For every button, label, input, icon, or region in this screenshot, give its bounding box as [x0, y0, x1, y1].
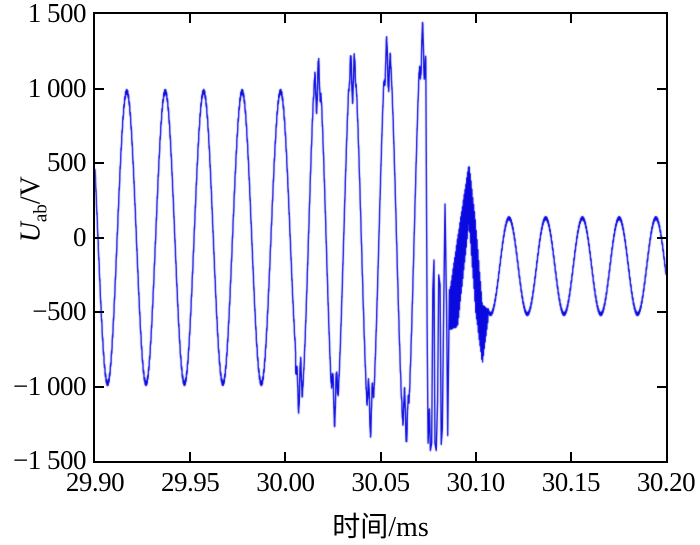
y-tick-label: −1 500 [13, 444, 86, 475]
plot-border [93, 12, 668, 463]
y-tick-label: 1 000 [27, 72, 87, 103]
x-tick-top [474, 14, 477, 23]
y-axis-unit: /V [15, 175, 47, 204]
x-tick-label: 30.05 [351, 467, 410, 497]
x-tick-bottom [569, 452, 572, 461]
x-tick-label: 30.15 [541, 467, 601, 497]
y-tick-right [657, 87, 666, 90]
y-tick-label: −1 000 [13, 370, 86, 401]
y-axis-subscript: ab [30, 203, 52, 222]
x-axis-title: 时间/ms [332, 512, 429, 543]
x-tick-top [189, 14, 192, 23]
y-tick-left [95, 87, 104, 90]
y-tick-left [95, 162, 104, 164]
x-tick-label: 30.20 [636, 467, 696, 497]
y-tick-left [95, 311, 104, 313]
y-tick-right [657, 311, 666, 313]
y-axis-variable: U [15, 221, 47, 242]
y-axis-title: Uab/V [15, 176, 53, 242]
y-tick-left [95, 236, 104, 239]
y-tick-label: 0 [73, 221, 87, 252]
x-tick-label: 30.10 [446, 467, 506, 497]
y-tick-label: 1 500 [27, 0, 87, 28]
waveform-canvas [0, 0, 700, 534]
x-tick-top [379, 14, 382, 23]
x-tick-bottom [474, 452, 477, 461]
y-tick-right [657, 385, 666, 388]
y-tick-left [95, 385, 104, 388]
y-tick-right [657, 236, 666, 239]
x-tick-bottom [379, 452, 382, 461]
y-tick-right [657, 162, 666, 164]
x-tick-label: 29.90 [65, 467, 125, 497]
x-tick-label: 29.95 [161, 467, 220, 497]
x-tick-top [569, 14, 572, 23]
x-tick-top [284, 14, 287, 23]
y-tick-label: 500 [47, 146, 87, 177]
y-tick-label: −500 [32, 295, 86, 326]
x-tick-bottom [189, 452, 192, 461]
x-tick-bottom [284, 452, 287, 461]
x-tick-label: 30.00 [256, 467, 315, 497]
